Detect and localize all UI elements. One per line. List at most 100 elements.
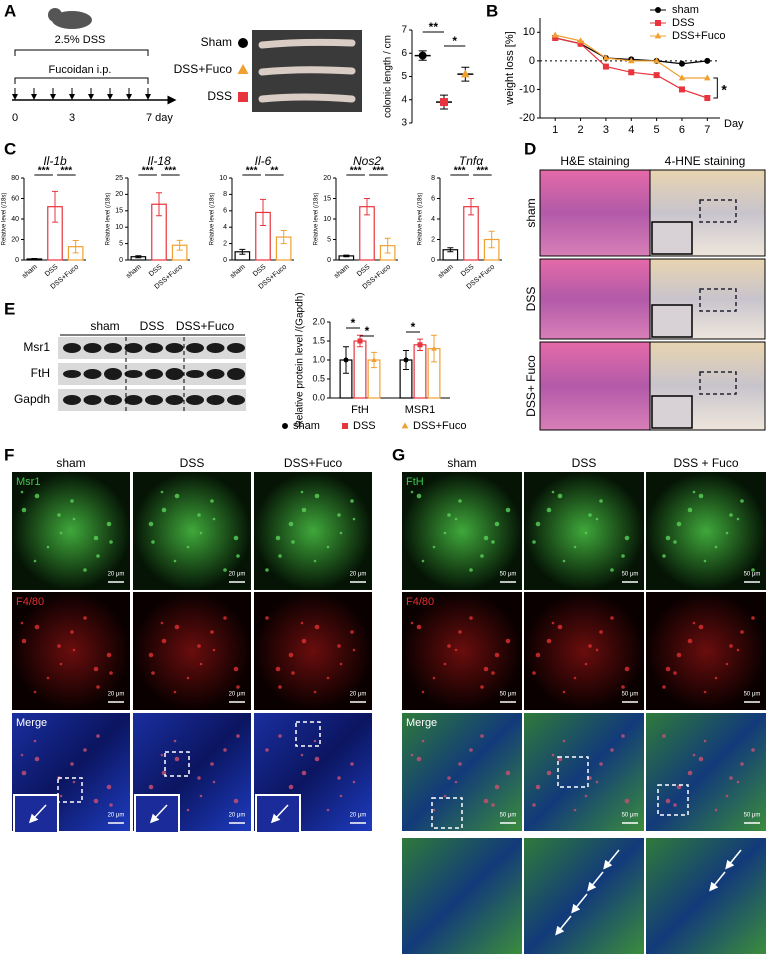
signal-spot — [350, 762, 354, 766]
legend-marker — [238, 92, 248, 102]
panel-letter: G — [392, 445, 405, 464]
arrow — [725, 849, 742, 870]
signal-spot — [483, 535, 489, 541]
protein-label: Msr1 — [23, 340, 50, 354]
x-tick-label: FtH — [351, 404, 369, 416]
signal-spot — [46, 676, 50, 680]
panel-letter: B — [486, 1, 498, 20]
scale-bar-label: 20 μm — [229, 692, 246, 698]
significance-label: *** — [373, 166, 385, 177]
significance-label: * — [452, 34, 457, 48]
signal-spot — [160, 753, 164, 757]
signal-spot — [233, 535, 239, 541]
signal-spot — [480, 685, 484, 689]
column-header: H&E staining — [560, 154, 629, 168]
signal-spot — [199, 794, 203, 798]
scale-bar-label: 50 μm — [500, 572, 517, 578]
y-axis-label: Relative level (/18s) — [210, 193, 216, 246]
signal-spot — [532, 803, 536, 807]
y-tick-label: 4 — [223, 224, 227, 231]
signal-spot — [223, 616, 227, 620]
signal-spot — [736, 648, 740, 652]
signal-spot — [21, 770, 27, 776]
blot-band — [63, 343, 81, 353]
y-tick-label: 15 — [323, 195, 331, 202]
legend-marker — [237, 64, 249, 74]
signal-spot — [300, 490, 304, 494]
signal-spot — [173, 559, 177, 563]
inset — [13, 794, 59, 834]
signal-spot — [57, 513, 61, 517]
y-tick-label: 25 — [115, 175, 123, 182]
signal-spot — [599, 630, 603, 634]
group-label: sham — [90, 319, 119, 333]
zoom-box — [657, 784, 689, 816]
zoom-box — [57, 777, 83, 803]
legend-marker — [655, 20, 661, 26]
protein-label: FtH — [31, 366, 50, 380]
blot-band — [206, 343, 225, 353]
signal-spot — [161, 507, 167, 513]
mouse-icon — [52, 11, 92, 29]
group-label: DSS — [140, 319, 165, 333]
blot-band — [104, 368, 122, 380]
y-tick-label: 2 — [223, 240, 227, 247]
signal-spot — [458, 762, 462, 766]
signal-spot — [447, 776, 451, 780]
signal-spot — [106, 521, 112, 527]
scale-bar-label: 50 μm — [744, 692, 761, 698]
signal-spot — [93, 798, 99, 804]
signal-spot — [313, 690, 317, 694]
signal-spot — [106, 652, 112, 658]
micrograph — [402, 592, 522, 710]
y-tick-label: 40 — [11, 216, 19, 223]
signal-spot — [148, 784, 154, 790]
zoom-box — [699, 371, 737, 395]
zoom-box — [295, 721, 321, 747]
arrow — [709, 871, 726, 892]
arrow — [587, 871, 604, 892]
signal-spot — [535, 652, 541, 658]
error-bar — [468, 198, 474, 216]
y-tick-label: 1.5 — [312, 335, 325, 345]
signal-spot — [93, 535, 99, 541]
signal-spot — [557, 493, 563, 499]
y-tick-label: 5 — [119, 240, 123, 247]
signal-spot — [557, 624, 563, 630]
signal-spot — [350, 499, 354, 503]
error-bar — [260, 198, 266, 227]
day-label: 7 day — [146, 112, 173, 124]
signal-spot — [416, 493, 422, 499]
signal-spot — [301, 638, 307, 644]
error-bar — [72, 240, 79, 254]
histology-image — [539, 341, 656, 431]
signal-spot — [148, 521, 154, 527]
signal-spot — [546, 638, 552, 644]
x-tick-label: sham — [125, 263, 143, 279]
arrow — [270, 804, 289, 824]
signal-spot — [551, 621, 555, 625]
row-label: DSS — [524, 287, 538, 312]
panel-letter: A — [4, 1, 16, 20]
scale-bar-label: 50 μm — [622, 572, 639, 578]
x-tick-label: 4 — [628, 124, 634, 136]
treatment-label: 2.5% DSS — [55, 34, 106, 46]
blot-band — [104, 343, 122, 353]
zoom-image — [646, 838, 766, 954]
signal-spot — [494, 521, 500, 527]
panel-letter: C — [4, 139, 16, 158]
signal-spot — [703, 690, 707, 694]
zoom-box — [557, 756, 589, 788]
signal-spot — [83, 616, 87, 620]
data-point — [460, 69, 470, 78]
micrograph — [646, 713, 766, 831]
signal-spot — [740, 499, 744, 503]
signal-spot — [416, 624, 422, 630]
data-point — [371, 357, 377, 362]
data-point — [653, 72, 660, 79]
signal-spot — [148, 652, 154, 658]
signal-spot — [314, 493, 320, 499]
signal-spot — [83, 568, 87, 572]
significance-label: *** — [165, 166, 177, 177]
scale-bar-label: 20 μm — [229, 813, 246, 819]
